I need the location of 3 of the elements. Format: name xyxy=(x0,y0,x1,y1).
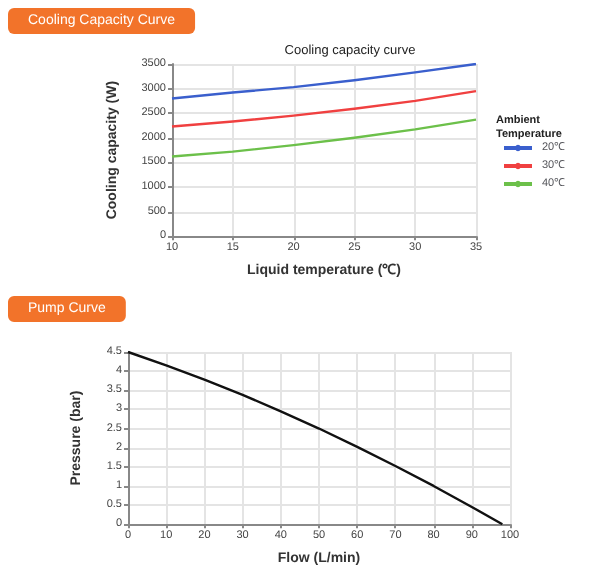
line-series xyxy=(170,89,478,128)
line-series xyxy=(170,118,478,158)
line-series xyxy=(126,350,504,526)
